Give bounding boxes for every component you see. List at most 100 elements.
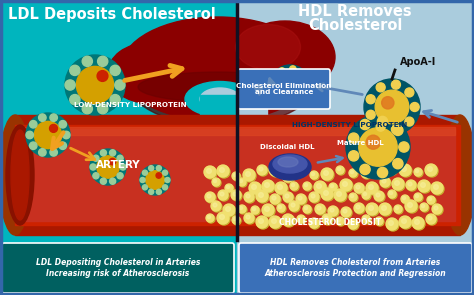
Circle shape — [366, 203, 378, 215]
Circle shape — [256, 190, 268, 202]
Circle shape — [348, 219, 358, 229]
Circle shape — [26, 113, 70, 157]
Circle shape — [401, 195, 409, 203]
Circle shape — [233, 217, 237, 221]
Circle shape — [259, 193, 264, 197]
Circle shape — [393, 158, 403, 169]
Circle shape — [354, 203, 364, 213]
Circle shape — [376, 193, 380, 197]
Circle shape — [419, 181, 431, 193]
Circle shape — [324, 216, 328, 220]
Circle shape — [395, 206, 399, 210]
Circle shape — [276, 183, 288, 195]
Circle shape — [219, 214, 224, 219]
Circle shape — [428, 197, 432, 201]
Circle shape — [343, 182, 347, 186]
Circle shape — [275, 182, 287, 194]
Circle shape — [355, 204, 365, 214]
Ellipse shape — [273, 155, 307, 173]
Circle shape — [213, 179, 217, 183]
Circle shape — [374, 167, 386, 179]
Circle shape — [381, 178, 391, 188]
Circle shape — [290, 98, 296, 104]
Circle shape — [355, 184, 365, 194]
Circle shape — [405, 200, 417, 212]
Circle shape — [269, 164, 281, 176]
Circle shape — [279, 68, 285, 74]
Circle shape — [330, 184, 334, 188]
Circle shape — [252, 207, 255, 211]
Circle shape — [323, 215, 333, 225]
Circle shape — [213, 203, 217, 207]
Circle shape — [220, 192, 224, 196]
Circle shape — [315, 204, 325, 214]
Circle shape — [290, 66, 296, 72]
Circle shape — [309, 192, 319, 202]
Circle shape — [165, 178, 170, 183]
Circle shape — [363, 216, 371, 224]
Circle shape — [117, 155, 123, 161]
Circle shape — [50, 124, 57, 132]
Circle shape — [270, 165, 282, 177]
Circle shape — [350, 194, 354, 198]
Bar — [15, 125, 460, 225]
Circle shape — [232, 191, 242, 201]
Circle shape — [290, 182, 298, 190]
Circle shape — [142, 170, 147, 175]
Ellipse shape — [0, 115, 31, 235]
Circle shape — [233, 173, 241, 181]
Circle shape — [362, 215, 370, 223]
Circle shape — [34, 121, 62, 149]
Bar — [200, 95, 237, 125]
Circle shape — [227, 185, 229, 189]
Circle shape — [225, 184, 233, 192]
Circle shape — [433, 205, 443, 215]
Circle shape — [428, 216, 432, 220]
Circle shape — [330, 208, 334, 212]
Text: LOW-DENSITY LIPOPROTEIN: LOW-DENSITY LIPOPROTEIN — [73, 102, 186, 108]
Circle shape — [279, 96, 285, 102]
Circle shape — [415, 194, 423, 202]
Text: CHOLESTEROL DEPOSIT: CHOLESTEROL DEPOSIT — [279, 218, 381, 227]
Circle shape — [426, 165, 438, 177]
Circle shape — [224, 205, 236, 217]
Circle shape — [315, 182, 327, 194]
Circle shape — [363, 170, 367, 174]
Circle shape — [426, 214, 436, 224]
Circle shape — [418, 180, 430, 192]
Circle shape — [93, 173, 99, 179]
Circle shape — [350, 171, 354, 173]
Circle shape — [402, 196, 410, 204]
Circle shape — [392, 178, 404, 190]
Circle shape — [400, 217, 412, 229]
Circle shape — [311, 172, 315, 176]
Circle shape — [256, 216, 268, 228]
Circle shape — [432, 204, 442, 214]
Circle shape — [297, 215, 305, 223]
Circle shape — [285, 194, 289, 198]
Circle shape — [335, 190, 347, 202]
Circle shape — [59, 121, 66, 128]
Text: ApoA-I: ApoA-I — [400, 57, 436, 67]
Circle shape — [380, 177, 390, 187]
Circle shape — [278, 73, 302, 97]
Circle shape — [405, 117, 414, 126]
Circle shape — [244, 170, 256, 182]
Circle shape — [246, 215, 250, 219]
Ellipse shape — [108, 43, 188, 103]
Circle shape — [38, 114, 46, 121]
Circle shape — [349, 169, 357, 177]
Ellipse shape — [122, 19, 322, 127]
Circle shape — [415, 169, 423, 177]
Circle shape — [156, 189, 162, 194]
Circle shape — [212, 178, 220, 186]
Circle shape — [394, 181, 400, 185]
Circle shape — [360, 119, 370, 130]
Circle shape — [432, 183, 444, 195]
Circle shape — [65, 80, 75, 90]
Circle shape — [262, 180, 274, 192]
Circle shape — [26, 131, 34, 139]
Text: HDL Removes: HDL Removes — [298, 4, 412, 19]
Ellipse shape — [278, 157, 298, 167]
Text: Mature HDL: Mature HDL — [337, 140, 383, 146]
